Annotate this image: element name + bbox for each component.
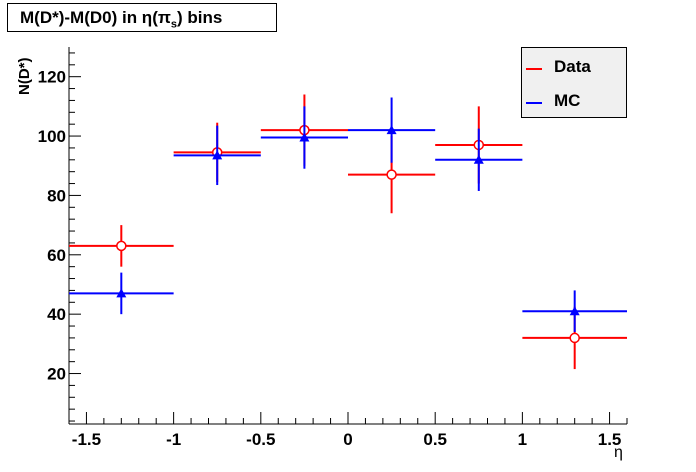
y-axis-label: N(D*) xyxy=(16,58,33,96)
x-tick-label: 1 xyxy=(518,430,527,449)
y-tick-label: 40 xyxy=(47,305,66,324)
circle-marker xyxy=(569,332,580,344)
x-tick-label: -0.5 xyxy=(246,430,275,449)
x-tick-label: 0 xyxy=(343,430,352,449)
x-axis-label: η xyxy=(614,444,623,461)
data-point xyxy=(260,106,348,169)
circle-marker xyxy=(386,169,397,180)
series-data xyxy=(69,94,627,370)
data-point xyxy=(348,97,436,163)
circle-marker xyxy=(116,240,127,252)
legend-item-mc: MC xyxy=(522,84,628,118)
chart-title-prefix: M(D*)-M(D0) in η(π xyxy=(20,8,171,27)
y-tick-label: 60 xyxy=(47,246,66,265)
data-point xyxy=(69,272,174,315)
legend-swatch-mc xyxy=(526,102,542,104)
triangle-marker xyxy=(569,306,580,316)
data-point xyxy=(69,225,174,267)
triangle-marker xyxy=(299,132,310,142)
x-tick-label: 0.5 xyxy=(423,430,447,449)
chart-title-suffix: ) bins xyxy=(177,8,223,27)
y-tick-label: 120 xyxy=(38,68,66,87)
series-layer xyxy=(69,94,627,370)
legend-label-data: Data xyxy=(554,57,591,76)
legend-label-mc: MC xyxy=(554,91,581,110)
chart-title-subscript: s xyxy=(170,18,177,31)
y-tick-label: 80 xyxy=(47,186,66,205)
triangle-marker xyxy=(212,150,223,160)
data-point xyxy=(522,290,627,332)
axes: 20 40 60 80 100 120 -1.5 -1 -0.5 0 0.5 1 1.5 xyxy=(38,47,628,449)
legend: Data MC xyxy=(521,47,627,118)
series-mc xyxy=(69,97,627,332)
triangle-marker xyxy=(116,288,127,298)
legend-item-data: Data xyxy=(522,50,628,84)
legend-swatch-data xyxy=(526,68,542,70)
triangle-marker xyxy=(386,125,397,135)
triangle-marker xyxy=(473,154,484,164)
data-point xyxy=(435,128,523,191)
x-tick-label: -1.5 xyxy=(72,430,101,449)
x-tick-label: 1.5 xyxy=(598,430,622,449)
y-tick-label: 100 xyxy=(38,127,66,146)
y-tick-label: 20 xyxy=(47,365,66,384)
x-tick-label: -1 xyxy=(166,430,181,449)
chart-title-box: M(D*)-M(D0) in η(πs) bins xyxy=(7,3,277,32)
data-point xyxy=(173,125,261,186)
chart-title: M(D*)-M(D0) in η(πs) bins xyxy=(20,8,222,30)
y-axis-label-text: N(D*) xyxy=(16,57,33,96)
